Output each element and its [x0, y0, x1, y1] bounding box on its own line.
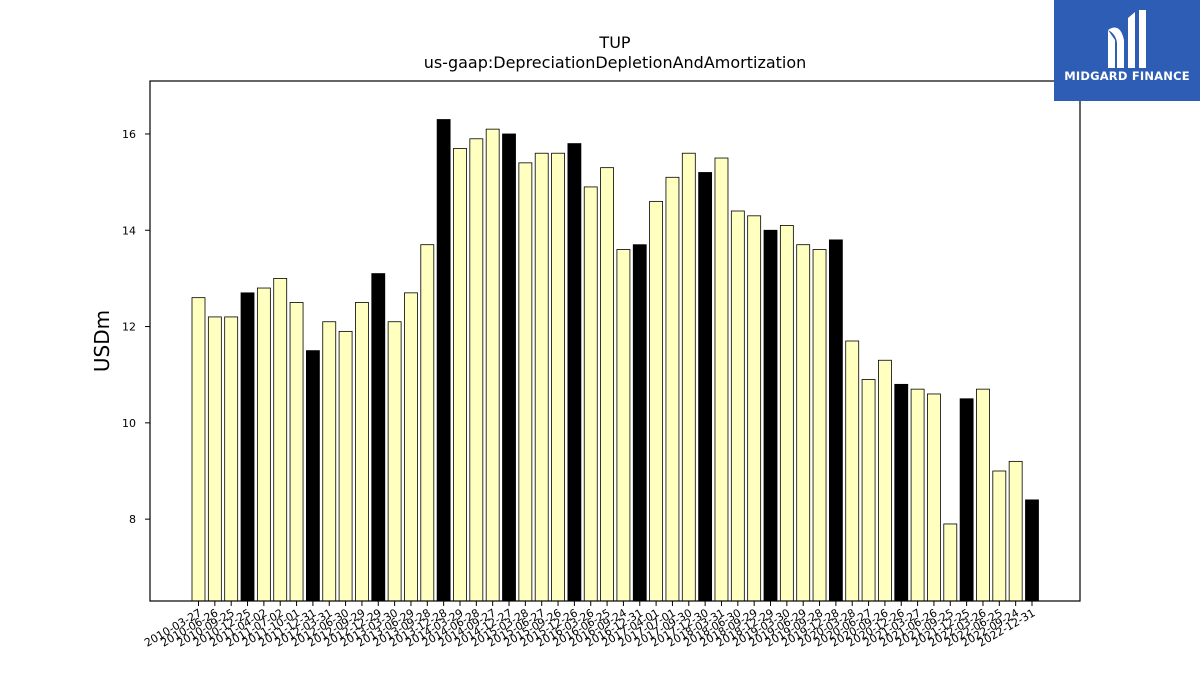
bar-2019-09-28: [812, 249, 827, 602]
bar-2014-12-27: [502, 133, 516, 602]
bar-2021-09-25: [943, 523, 958, 602]
bar-2015-12-26: [567, 143, 582, 602]
bar-2010-03-27: [191, 297, 206, 602]
y-tick-label: 8: [129, 513, 136, 526]
y-tick-label: 16: [122, 128, 136, 141]
bar-2010-06-26: [207, 316, 222, 602]
bar-2013-12-28: [436, 119, 451, 602]
plot-frame: [149, 80, 1081, 602]
bar-2012-06-30: [338, 330, 353, 602]
brand-name: MIDGARD FINANCE: [1064, 69, 1190, 83]
bar-2011-07-02: [273, 278, 288, 602]
bar-2013-03-30: [387, 321, 402, 602]
chart-subtitle: us-gaap:DepreciationDepletionAndAmortiza…: [423, 53, 807, 72]
brand-logo: MIDGARD FINANCE: [1054, 0, 1200, 101]
bar-2018-06-30: [730, 210, 745, 602]
bar-2022-12-31: [1025, 499, 1039, 602]
bar-2014-06-28: [469, 138, 484, 602]
bar-2012-09-29: [355, 302, 369, 602]
bar-2013-06-29: [404, 292, 418, 602]
bar-2020-12-26: [894, 383, 909, 602]
bar-2015-09-26: [551, 152, 565, 602]
bar-2016-06-25: [600, 167, 614, 602]
bar-2015-03-28: [518, 162, 533, 602]
y-axis-label: USDm: [90, 310, 114, 372]
bar-2016-12-31: [632, 244, 647, 602]
bar-2022-09-24: [1008, 460, 1023, 602]
bar-2014-09-27: [485, 128, 500, 602]
bar-2017-04-01: [649, 200, 664, 602]
bar-2020-06-27: [861, 379, 876, 602]
bar-2017-12-30: [698, 172, 713, 602]
y-tick-label: 12: [122, 321, 136, 334]
bar-2011-12-31: [306, 350, 320, 602]
bar-2019-12-28: [828, 239, 843, 602]
bar-2022-06-25: [992, 470, 1007, 602]
bar-2019-06-29: [796, 244, 811, 602]
bar-2018-12-29: [763, 229, 778, 602]
bar-2017-09-30: [681, 152, 696, 602]
bars-group: [191, 119, 1039, 602]
bar-2021-03-27: [910, 388, 925, 602]
bar-2015-06-27: [534, 152, 549, 602]
bar-2022-03-26: [976, 388, 990, 602]
bar-2016-03-26: [583, 186, 598, 602]
bar-2012-12-29: [371, 273, 386, 602]
midgard-logo-icon: [1108, 10, 1146, 68]
y-tick-label: 14: [122, 224, 136, 237]
bar-2021-06-26: [927, 393, 941, 602]
bar-2011-10-01: [289, 302, 304, 602]
bar-2012-03-31: [322, 321, 337, 602]
bar-2014-03-29: [453, 148, 467, 602]
bar-2010-12-25: [240, 292, 255, 602]
x-axis-ticks: 2010-03-272010-06-262010-09-252010-12-25…: [142, 601, 1038, 650]
bar-2010-09-25: [224, 316, 239, 602]
bar-2021-12-25: [959, 398, 974, 602]
bar-2011-04-02: [256, 287, 271, 602]
bar-2016-09-24: [616, 249, 631, 602]
bar-2018-09-29: [747, 215, 762, 602]
bar-2013-09-28: [420, 244, 435, 602]
bar-2020-03-28: [845, 340, 860, 602]
chart-title: TUP: [599, 33, 631, 52]
y-axis-ticks: 8 10 12 14 16: [122, 128, 150, 526]
bar-2017-07-01: [665, 176, 680, 602]
y-tick-label: 10: [122, 417, 136, 430]
bar-2018-03-31: [714, 157, 729, 602]
bar-2020-09-26: [878, 359, 892, 602]
bar-2019-03-30: [779, 225, 794, 602]
